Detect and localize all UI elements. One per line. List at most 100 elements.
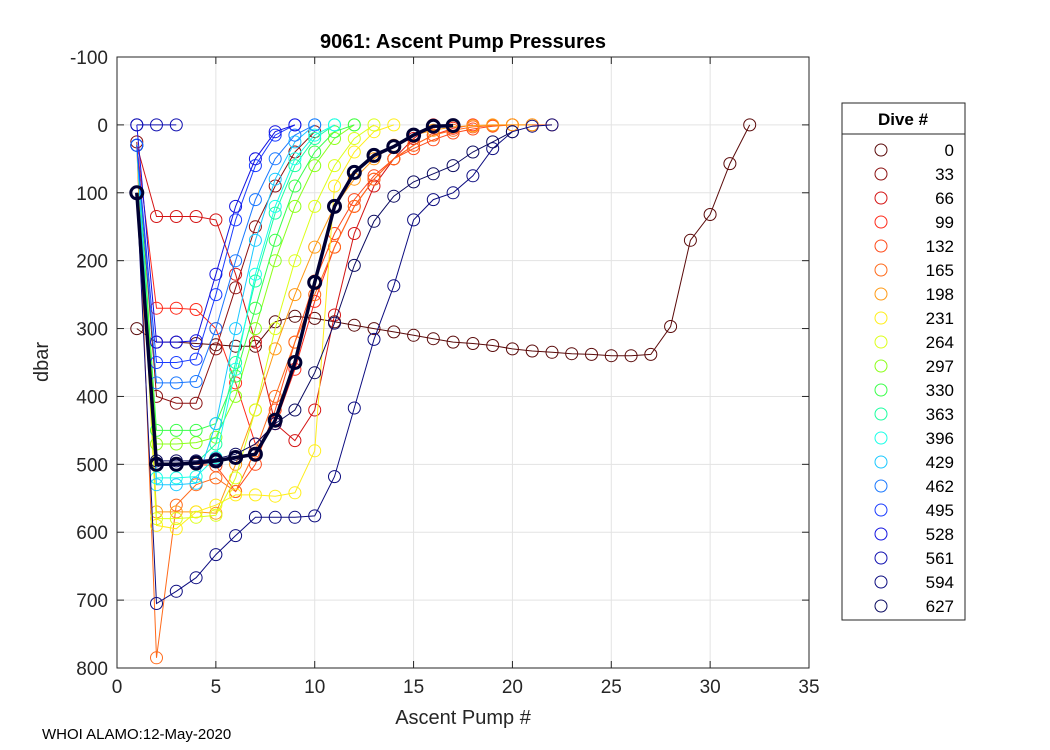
data-point bbox=[209, 548, 223, 562]
plot-area bbox=[117, 57, 809, 668]
data-point bbox=[288, 288, 302, 302]
data-point bbox=[268, 342, 282, 356]
data-point bbox=[169, 498, 183, 512]
legend-marker bbox=[874, 143, 888, 157]
data-point bbox=[169, 423, 183, 437]
legend-label: 297 bbox=[926, 357, 954, 376]
data-point bbox=[209, 417, 223, 431]
legend-marker bbox=[874, 575, 888, 589]
y-tick-label: 500 bbox=[76, 455, 108, 476]
data-point bbox=[407, 328, 421, 342]
y-tick-label: 300 bbox=[76, 320, 108, 341]
x-tick-label: 20 bbox=[502, 677, 523, 698]
legend-label: 363 bbox=[926, 405, 954, 424]
data-point bbox=[208, 453, 224, 469]
series-line bbox=[136, 124, 553, 605]
y-tick-label: 0 bbox=[97, 116, 108, 137]
legend-label: 561 bbox=[926, 549, 954, 568]
data-point bbox=[169, 118, 183, 132]
data-point bbox=[308, 199, 322, 213]
footer-stamp: WHOI ALAMO:12-May-2020 bbox=[42, 726, 232, 743]
data-point bbox=[248, 193, 262, 207]
legend-label: 132 bbox=[926, 237, 954, 256]
legend-entry: 264 bbox=[874, 333, 954, 352]
legend-entry: 495 bbox=[874, 501, 954, 520]
legend-entry: 198 bbox=[874, 285, 954, 304]
data-point bbox=[150, 210, 163, 223]
x-tick-label: 0 bbox=[112, 677, 123, 698]
data-point bbox=[644, 347, 658, 361]
data-point bbox=[229, 485, 243, 498]
data-point bbox=[209, 342, 223, 356]
data-point bbox=[308, 509, 322, 523]
data-point bbox=[406, 127, 422, 143]
data-point bbox=[189, 476, 203, 490]
data-point bbox=[308, 311, 322, 325]
data-point bbox=[347, 118, 361, 132]
x-tick-label: 5 bbox=[211, 677, 222, 698]
series-line bbox=[136, 124, 296, 363]
legend-entry: 561 bbox=[874, 549, 954, 568]
data-point bbox=[189, 210, 203, 223]
data-point bbox=[189, 337, 203, 350]
legend-label: 627 bbox=[926, 597, 954, 616]
data-point bbox=[267, 412, 283, 428]
data-point bbox=[664, 320, 678, 333]
data-point bbox=[387, 279, 401, 293]
data-point bbox=[585, 347, 598, 361]
legend-marker bbox=[874, 215, 888, 229]
legend-entry: 0 bbox=[874, 141, 954, 160]
data-point bbox=[189, 571, 203, 585]
data-point bbox=[228, 450, 244, 465]
data-point bbox=[189, 505, 203, 519]
data-point bbox=[308, 128, 322, 142]
data-point bbox=[703, 208, 717, 221]
data-point bbox=[229, 339, 243, 353]
series-594 bbox=[130, 118, 559, 610]
legend-marker bbox=[874, 503, 888, 517]
data-point bbox=[209, 437, 223, 451]
data-point bbox=[288, 434, 302, 448]
data-point bbox=[288, 486, 302, 500]
legend-marker bbox=[874, 431, 888, 445]
data-point bbox=[426, 128, 440, 142]
data-point bbox=[328, 125, 341, 139]
data-point bbox=[308, 403, 322, 417]
y-axis-ticks: -100 0 100 200 300 400 500 600 700 800 bbox=[70, 48, 809, 680]
data-point bbox=[367, 322, 381, 336]
legend-label: 99 bbox=[935, 213, 954, 232]
legend-marker bbox=[874, 335, 888, 349]
legend-entry: 99 bbox=[874, 213, 954, 232]
data-point bbox=[366, 147, 382, 163]
data-point bbox=[169, 522, 183, 536]
data-point bbox=[387, 325, 401, 339]
data-point bbox=[268, 199, 282, 213]
series-line bbox=[136, 124, 296, 343]
data-point bbox=[426, 167, 440, 181]
x-tick-label: 30 bbox=[700, 677, 721, 698]
y-tick-label: 400 bbox=[76, 387, 108, 408]
data-point bbox=[209, 267, 223, 281]
series-line bbox=[136, 124, 335, 479]
legend-entry: 231 bbox=[874, 309, 954, 328]
data-point bbox=[169, 301, 183, 315]
series-line bbox=[136, 124, 315, 384]
legend-entry: 429 bbox=[874, 453, 954, 472]
data-point bbox=[169, 512, 183, 526]
data-point bbox=[446, 123, 460, 137]
legend-label: 594 bbox=[926, 573, 954, 592]
legend-entry: 297 bbox=[874, 357, 954, 376]
series-line bbox=[136, 124, 751, 357]
data-point bbox=[723, 157, 737, 171]
legend-label: 528 bbox=[926, 525, 954, 544]
legend-marker bbox=[874, 407, 888, 421]
data-point bbox=[229, 267, 243, 281]
data-point bbox=[446, 335, 460, 349]
data-point bbox=[209, 508, 223, 522]
data-point bbox=[486, 118, 500, 132]
series-line bbox=[136, 124, 316, 486]
data-point bbox=[308, 132, 322, 145]
data-point bbox=[445, 118, 461, 134]
data-point bbox=[288, 179, 302, 193]
